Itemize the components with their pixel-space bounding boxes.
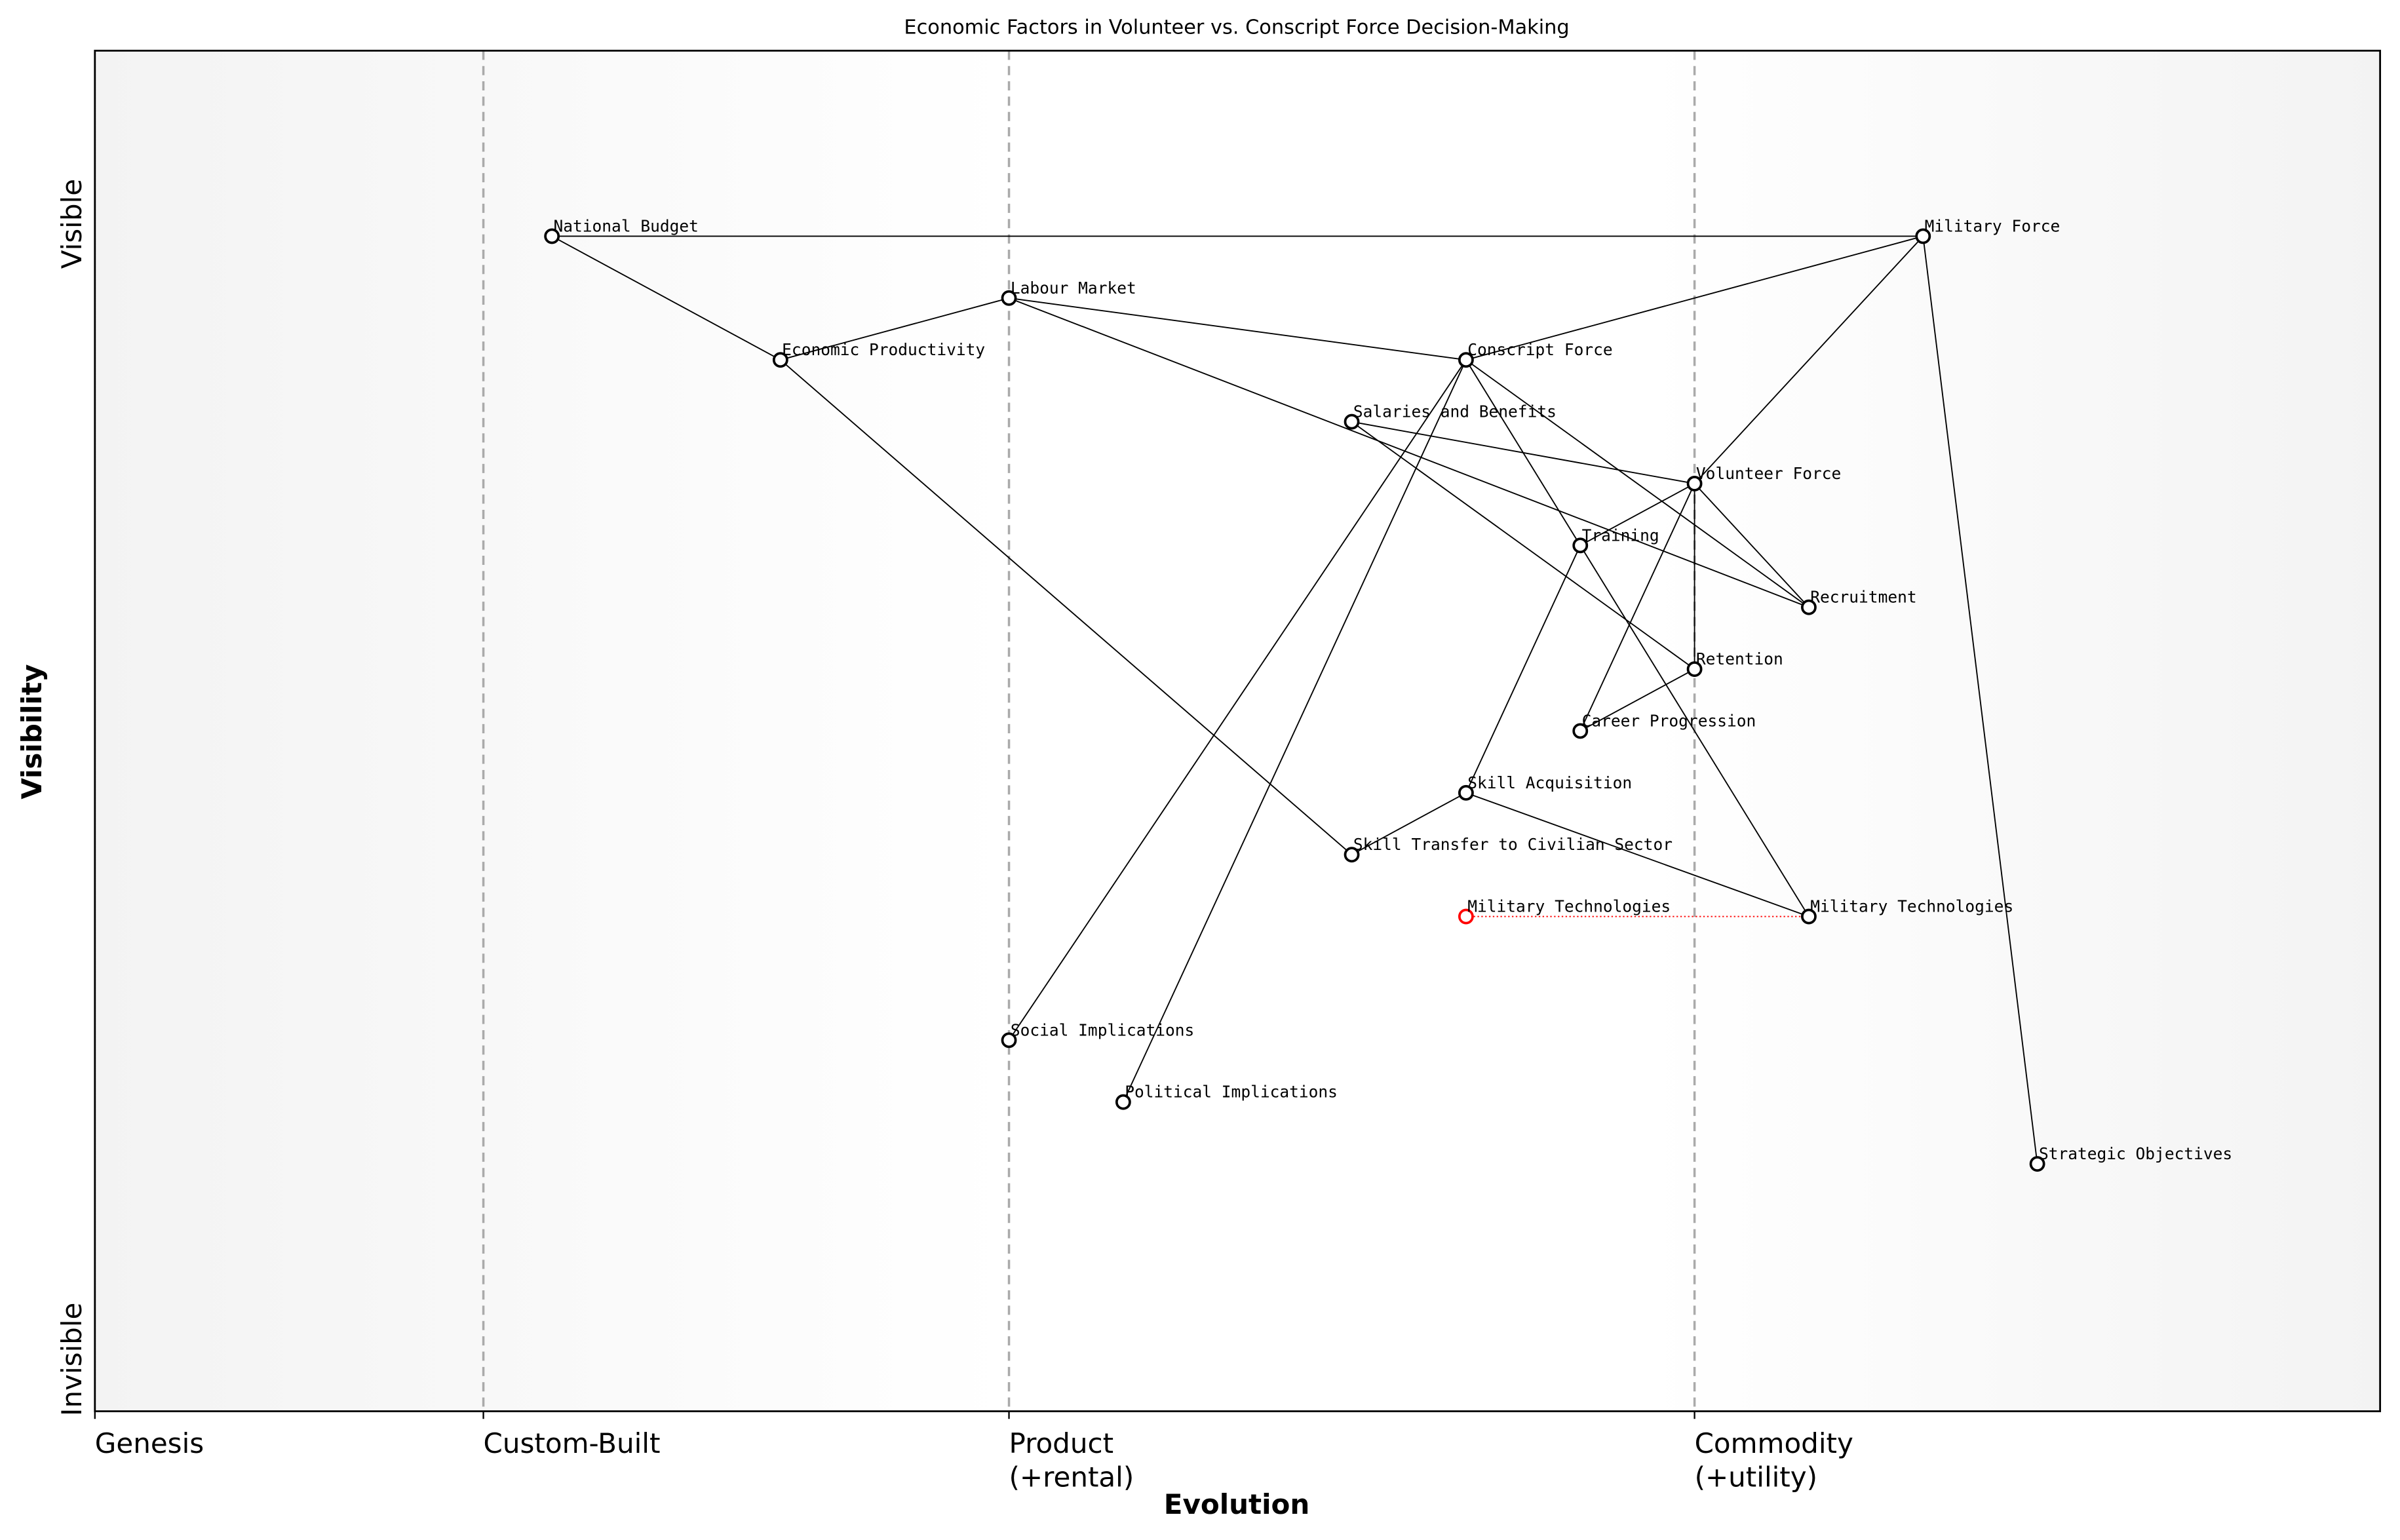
link <box>1351 792 1467 856</box>
link <box>1351 421 1695 484</box>
node-label: Retention <box>1696 649 1783 668</box>
y-tick-label: Visible <box>56 179 88 269</box>
node-label: Training <box>1582 526 1659 545</box>
link <box>1465 545 1581 794</box>
link <box>780 297 1009 361</box>
link <box>1579 668 1695 732</box>
node <box>1458 908 1474 925</box>
node <box>1572 537 1589 554</box>
link <box>1009 297 1467 361</box>
node-label: Political Implications <box>1125 1083 1338 1102</box>
node-label: Social Implications <box>1011 1020 1194 1039</box>
link <box>1579 483 1695 731</box>
link <box>1694 235 1924 484</box>
node-label: Military Technologies <box>1810 897 2013 916</box>
node-label: Military Force <box>1925 216 2061 235</box>
node <box>1572 723 1589 739</box>
node <box>2029 1156 2045 1172</box>
x-tick-label: Custom-Built <box>484 1427 661 1459</box>
y-axis-title: Visibility <box>16 664 48 799</box>
link <box>780 359 1353 855</box>
node <box>1344 847 1360 863</box>
node <box>1115 1094 1131 1110</box>
link <box>1922 236 2038 1165</box>
chart-title: Economic Factors in Volunteer vs. Conscr… <box>904 16 1569 39</box>
link <box>1465 235 1924 361</box>
link <box>1351 421 1695 670</box>
node-label: National Budget <box>554 216 699 235</box>
link <box>1579 483 1695 547</box>
node-label: Labour Market <box>1011 279 1136 298</box>
y-tick-label: Invisible <box>56 1303 88 1416</box>
node-label: Salaries and Benefits <box>1353 402 1557 421</box>
node-label: Recruitment <box>1810 588 1916 607</box>
node-label: Military Technologies <box>1467 897 1671 916</box>
node-label: Volunteer Force <box>1696 464 1841 483</box>
node-label: Economic Productivity <box>782 340 985 359</box>
link <box>1009 297 1810 608</box>
node-label: Conscript Force <box>1467 340 1612 359</box>
node <box>1001 290 1017 306</box>
map-layer: Genesis Custom-Built Product (+rental) Commo… <box>56 50 2232 1493</box>
node <box>1686 476 1703 491</box>
node-label: Skill Transfer to Civilian Sector <box>1353 835 1673 854</box>
node <box>1801 908 1817 925</box>
link <box>1465 792 1810 917</box>
node <box>1458 352 1474 368</box>
node-label: Strategic Objectives <box>2039 1144 2232 1163</box>
node <box>772 352 788 368</box>
node <box>544 228 560 244</box>
node <box>1686 661 1703 677</box>
link <box>1008 359 1467 1041</box>
link <box>551 235 781 361</box>
node <box>1001 1032 1017 1049</box>
x-axis-title: Evolution <box>1164 1488 1310 1520</box>
link <box>1465 359 1810 608</box>
x-tick-label: Genesis <box>95 1427 204 1459</box>
x-tick-label: Product (+rental) <box>1009 1427 1134 1492</box>
node <box>1801 599 1817 615</box>
link <box>1694 483 1810 608</box>
link <box>1123 359 1467 1103</box>
x-tick-label: Commodity (+utility) <box>1695 1427 1853 1492</box>
node-label: Skill Acquisition <box>1467 773 1632 792</box>
node <box>1458 784 1474 801</box>
plot-frame <box>94 49 2382 1412</box>
node <box>1344 414 1360 430</box>
plot-background <box>94 50 2380 1412</box>
node-label: Career Progression <box>1582 711 1756 730</box>
node <box>1915 228 1931 244</box>
